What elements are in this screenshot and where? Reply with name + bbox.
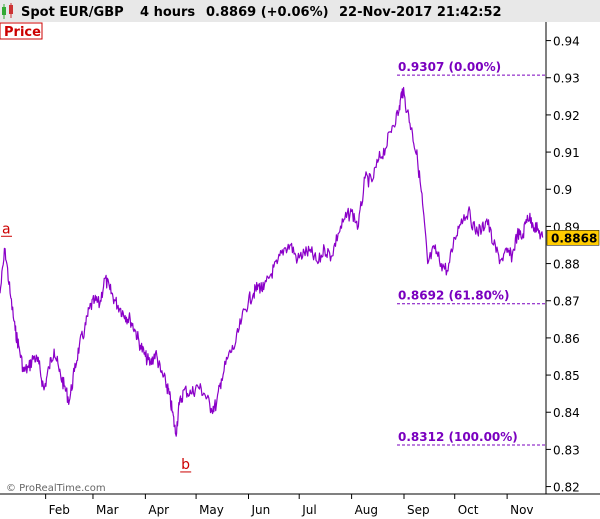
y-tick-label: 0.82 (553, 481, 580, 495)
instrument-name: Spot EUR/GBP (21, 5, 124, 20)
y-tick-label: 0.93 (553, 72, 580, 86)
wave-markers: ab (1, 221, 192, 473)
price-change: 0.8869 (+0.06%) (206, 5, 329, 20)
x-tick-label: Mar (96, 503, 119, 517)
fibonacci-levels: 0.9307 (0.00%) 0.8692 (61.80%) 0.8312 (100… (397, 60, 546, 446)
price-panel-label: Price (4, 25, 41, 40)
series-line (0, 86, 544, 437)
header-bar (0, 0, 600, 22)
candle-icon (2, 3, 13, 19)
x-tick-label: Oct (458, 503, 479, 517)
price-panel-label-box[interactable] (0, 22, 43, 40)
last-price-value: 0.8868 (551, 231, 597, 245)
y-tick-label: 0.88 (553, 258, 580, 272)
wave-marker-label: b (181, 457, 190, 473)
y-tick-label: 0.91 (553, 146, 580, 160)
y-tick-label: 0.85 (553, 369, 580, 383)
last-price-tag: 0.8868 (546, 230, 600, 246)
fibonacci-label: 0.8312 (100.00%) (398, 430, 518, 444)
x-tick-label: Aug (355, 503, 378, 517)
y-axis[interactable]: 0.940.930.920.910.90.890.880.870.860.850… (546, 35, 580, 495)
timestamp: 22-Nov-2017 21:42:52 (339, 5, 502, 20)
y-tick-label: 0.86 (553, 332, 580, 346)
x-axis[interactable]: Feb Mar Apr May Jun Jul Aug Sep Oct Nov (45, 494, 534, 517)
x-tick-label: May (199, 503, 224, 517)
watermark: © ProRealTime.com (6, 483, 106, 494)
y-tick-label: 0.94 (553, 35, 580, 49)
y-tick-label: 0.84 (553, 406, 580, 420)
x-tick-label: Jun (250, 503, 270, 517)
x-tick-label: Jul (301, 503, 316, 517)
x-tick-label: Nov (510, 503, 533, 517)
fibonacci-label: 0.8692 (61.80%) (398, 289, 509, 303)
x-tick-label: Apr (148, 503, 169, 517)
wave-marker-label: a (2, 221, 11, 237)
y-tick-label: 0.87 (553, 295, 580, 309)
fibonacci-label: 0.9307 (0.00%) (398, 60, 501, 74)
x-tick-label: Feb (49, 503, 70, 517)
y-tick-label: 0.9 (553, 183, 572, 197)
y-tick-label: 0.92 (553, 109, 580, 123)
x-tick-label: Sep (407, 503, 430, 517)
y-tick-label: 0.83 (553, 443, 580, 457)
timeframe[interactable]: 4 hours (140, 5, 195, 20)
